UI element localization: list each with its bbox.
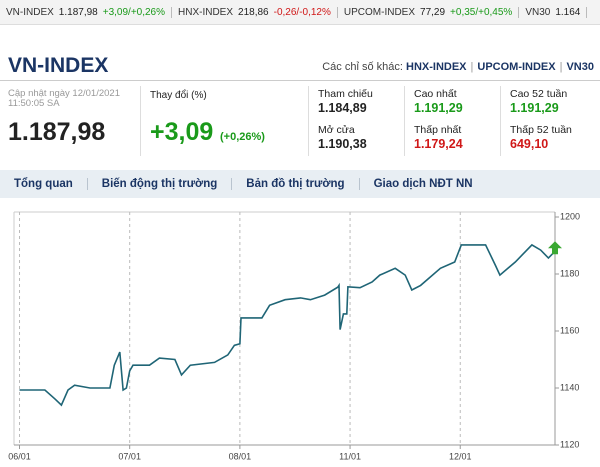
x-tick-label: 11/01 [339,451,361,461]
change-pct: (+0,26%) [220,131,265,143]
stat-value: 1.191,29 [414,101,463,115]
stat-value: 1.190,38 [318,137,367,151]
x-tick-label: 12/01 [449,451,472,461]
ticker-item[interactable]: VN30 1.164 [519,6,588,18]
x-tick-label: 08/01 [229,451,252,461]
y-tick-label: 1180 [560,268,579,278]
divider [500,86,501,156]
ticker-item[interactable]: UPCOM-INDEX 77,29 +0,35/+0,45% [338,6,520,18]
nav-tab[interactable]: Biến động thị trường [88,178,233,190]
ticker-value: 1.164 [555,6,581,18]
ticker-value: 1.187,98 [58,6,98,18]
change-label: Thay đổi (%) [150,90,207,101]
x-tick-label: 07/01 [118,451,141,461]
other-link[interactable]: UPCOM-INDEX [477,61,556,73]
ticker-name: HNX-INDEX [178,6,234,18]
ticker-bar: VN-INDEX 1.187,98 +3,09/+0,26% HNX-INDEX 218… [0,0,600,25]
change: +3,09 [150,118,214,146]
up-arrow [548,241,562,255]
ticker-item[interactable]: VN-INDEX 1.187,98 +3,09/+0,26% [0,6,173,18]
stat-value: 1.184,89 [318,101,367,115]
other-indices: Các chỉ số khác: HNX-INDEX | UPCOM-INDEX | V… [322,61,594,73]
ticker-value: 218,86 [238,6,269,18]
ticker-name: VN-INDEX [6,6,54,18]
ticker-change: +0,35/+0,45% [450,6,513,18]
stat-label: Mở cửa [318,124,355,136]
other-link[interactable]: VN30 [566,61,594,73]
y-tick-label: 1160 [560,325,579,335]
index-title: VN-INDEX [8,54,109,77]
divider [0,80,600,81]
stat-label: Tham chiếu [318,88,373,100]
others-label: Các chỉ số khác: [322,61,403,73]
divider [308,86,309,156]
stat-value: 1.179,24 [414,137,463,151]
ticker-name: UPCOM-INDEX [343,6,416,18]
nav-tab[interactable]: Tổng quan [0,178,88,190]
y-tick-label: 1140 [560,382,579,392]
nav-bar: Tổng quan Biến động thị trường Bản đồ thị … [0,170,600,198]
divider [140,86,141,156]
y-tick-label: 1120 [560,439,579,449]
chart: 1120 1140 1160 1180 1200 06/01 07/01 08/01 11/01… [8,211,580,461]
price-line [19,243,556,407]
divider [404,86,405,156]
ticker-change: -0,26/-0,12% [273,6,331,18]
nav-tab[interactable]: Giao dịch NĐT NN [373,178,473,190]
x-tick-label: 06/01 [8,451,31,461]
y-tick-label: 1200 [560,211,580,221]
stat-label: Thấp nhất [414,124,462,136]
updated-time: Cập nhật ngày 12/01/2021 11:50:05 SA [8,88,120,109]
ticker-value: 77,29 [420,6,446,18]
stat-label: Cao nhất [414,88,457,100]
price: 1.187,98 [8,118,106,146]
ticker-name: VN30 [525,6,551,18]
other-link[interactable]: HNX-INDEX [406,61,467,73]
ticker-change: +3,09/+0,26% [102,6,166,18]
nav-tab[interactable]: Bản đồ thị trường [232,178,360,190]
ticker-item[interactable]: HNX-INDEX 218,86 -0,26/-0,12% [172,6,338,18]
stat-label: Thấp 52 tuần [510,124,572,136]
stat-value: 649,10 [510,137,549,151]
stat-value: 1.191,29 [510,101,559,115]
stat-label: Cao 52 tuần [510,88,568,100]
